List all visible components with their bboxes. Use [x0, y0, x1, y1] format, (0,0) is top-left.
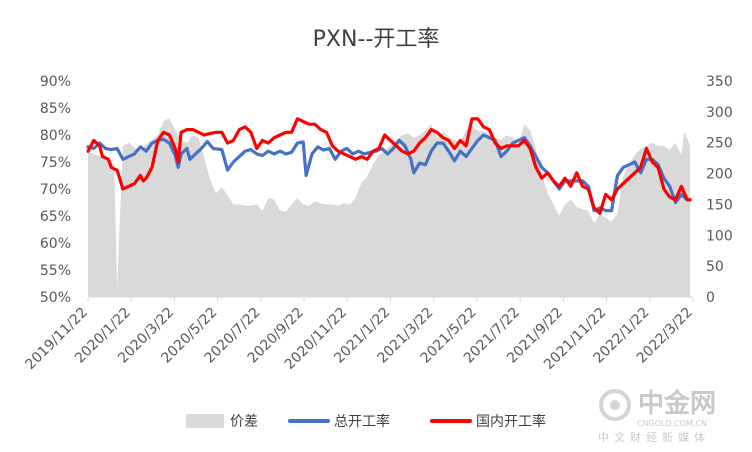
y-right-tick-label: 100 [706, 228, 733, 244]
legend: 价差 总开工率 国内开工率 [186, 413, 546, 430]
y-right-tick-label: 200 [706, 167, 733, 183]
watermark-logo-dot [610, 400, 620, 410]
legend-label-2: 国内开工率 [476, 413, 546, 430]
series-area-0 [88, 118, 691, 297]
y-right-tick-label: 350 [706, 74, 733, 90]
y-right-tick-label: 250 [706, 136, 733, 152]
legend-swatch-0 [186, 414, 224, 428]
y-left-tick-label: 70% [40, 182, 71, 198]
y-right-tick-label: 300 [706, 105, 733, 121]
area-layer [88, 118, 691, 297]
y-left-tick-label: 60% [40, 236, 71, 252]
line-layer [86, 117, 692, 215]
y-left-tick-label: 90% [40, 74, 71, 90]
watermark-name: 中金网 [638, 388, 716, 419]
y-right-tick-label: 0 [706, 290, 715, 306]
y-left-tick-label: 55% [40, 263, 71, 279]
watermark-tagline: 中文财经新媒体 [598, 430, 710, 444]
series-line-2 [86, 117, 692, 215]
watermark: 中金网 CNGOLD.COM.CN 中文财经新媒体 [598, 388, 716, 444]
y-left-tick-label: 80% [40, 128, 71, 144]
y-left-tick-label: 50% [40, 290, 71, 306]
y-right-tick-label: 50 [706, 259, 724, 275]
legend-label-0: 价差 [230, 414, 258, 430]
y-left-tick-label: 65% [40, 209, 71, 225]
y-left-tick-label: 85% [40, 101, 71, 117]
y-right-tick-label: 150 [706, 197, 733, 213]
legend-label-1: 总开工率 [334, 413, 390, 430]
y-left-tick-label: 75% [40, 155, 71, 171]
chart-title: PXN--开工率 [313, 27, 440, 52]
watermark-logo-icon [599, 389, 631, 421]
watermark-domain: CNGOLD.COM.CN [637, 419, 707, 428]
